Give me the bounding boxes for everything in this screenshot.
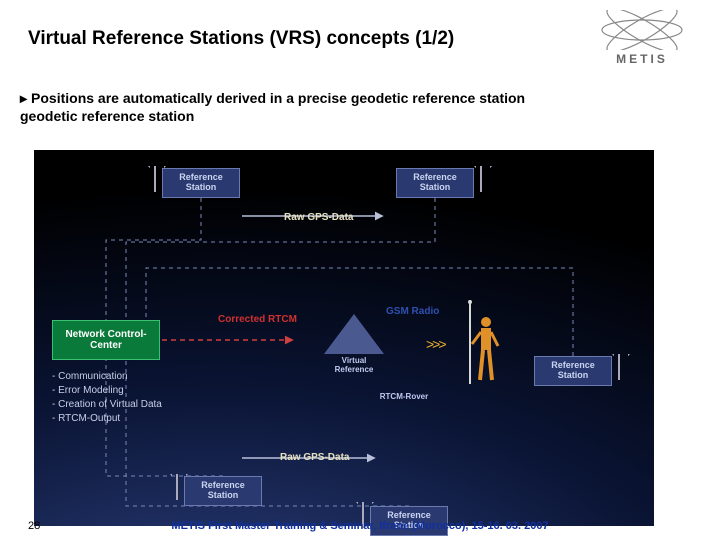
antenna-icon <box>170 474 184 500</box>
antenna-icon <box>148 166 162 192</box>
subtitle-text: Positions are automatically derived in a… <box>20 90 525 124</box>
logo-text: METIS <box>582 52 702 66</box>
slide-subtitle: ▸Positions are automatically derived in … <box>20 90 580 125</box>
bullet-arrow-icon: ▸ <box>20 90 27 108</box>
ref-station-tr: Reference Station <box>396 168 474 198</box>
antenna-icon <box>612 354 626 380</box>
virtual-reference-icon <box>324 314 384 354</box>
gsm-radio-label: GSM Radio <box>386 306 439 317</box>
metis-logo: METIS <box>582 10 702 78</box>
raw-gps-label-bottom: Raw GPS-Data <box>280 452 349 463</box>
logo-mark-icon <box>597 10 687 50</box>
footer-text: METIS First Master Training & Seminar, I… <box>0 520 720 532</box>
raw-gps-label-top: Raw GPS-Data <box>284 212 353 223</box>
ref-station-r: Reference Station <box>534 356 612 386</box>
note-item: - RTCM-Output <box>52 412 162 426</box>
network-control-center: Network Control-Center <box>52 320 160 360</box>
slide-title: Virtual Reference Stations (VRS) concept… <box>28 28 454 50</box>
vrs-diagram: Reference Station Reference Station Refe… <box>34 150 654 526</box>
note-item: - Communication <box>52 370 162 384</box>
note-item: - Error Modeling <box>52 384 162 398</box>
virtual-reference-label: Virtual Reference <box>324 356 384 374</box>
ref-station-tl: Reference Station <box>162 168 240 198</box>
note-item: - Creation of Virtual Data <box>52 398 162 412</box>
control-center-notes: - Communication - Error Modeling - Creat… <box>52 370 162 426</box>
ref-station-bl: Reference Station <box>184 476 262 506</box>
corrected-rtcm-label: Corrected RTCM <box>218 314 297 325</box>
rtcm-rover-label: RTCM-Rover <box>364 392 444 401</box>
radio-waves-icon: >>> <box>426 336 445 352</box>
antenna-icon <box>474 166 488 192</box>
surveyor-icon <box>462 300 502 388</box>
